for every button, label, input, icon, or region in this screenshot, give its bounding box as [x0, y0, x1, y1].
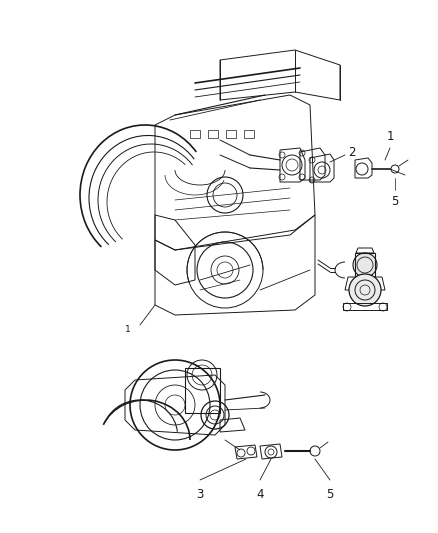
- Text: 4: 4: [256, 488, 264, 501]
- Text: 2: 2: [348, 147, 356, 159]
- Bar: [244, 130, 254, 138]
- Bar: [355, 253, 375, 277]
- Bar: [185, 368, 220, 413]
- Text: 5: 5: [326, 488, 334, 501]
- Bar: [208, 130, 218, 138]
- Circle shape: [349, 274, 381, 306]
- Bar: [226, 130, 236, 138]
- Circle shape: [353, 253, 377, 277]
- Text: 5: 5: [391, 195, 399, 208]
- Text: 1: 1: [125, 326, 131, 335]
- Text: 1: 1: [386, 130, 394, 143]
- Text: 3: 3: [196, 488, 204, 501]
- Bar: [190, 130, 200, 138]
